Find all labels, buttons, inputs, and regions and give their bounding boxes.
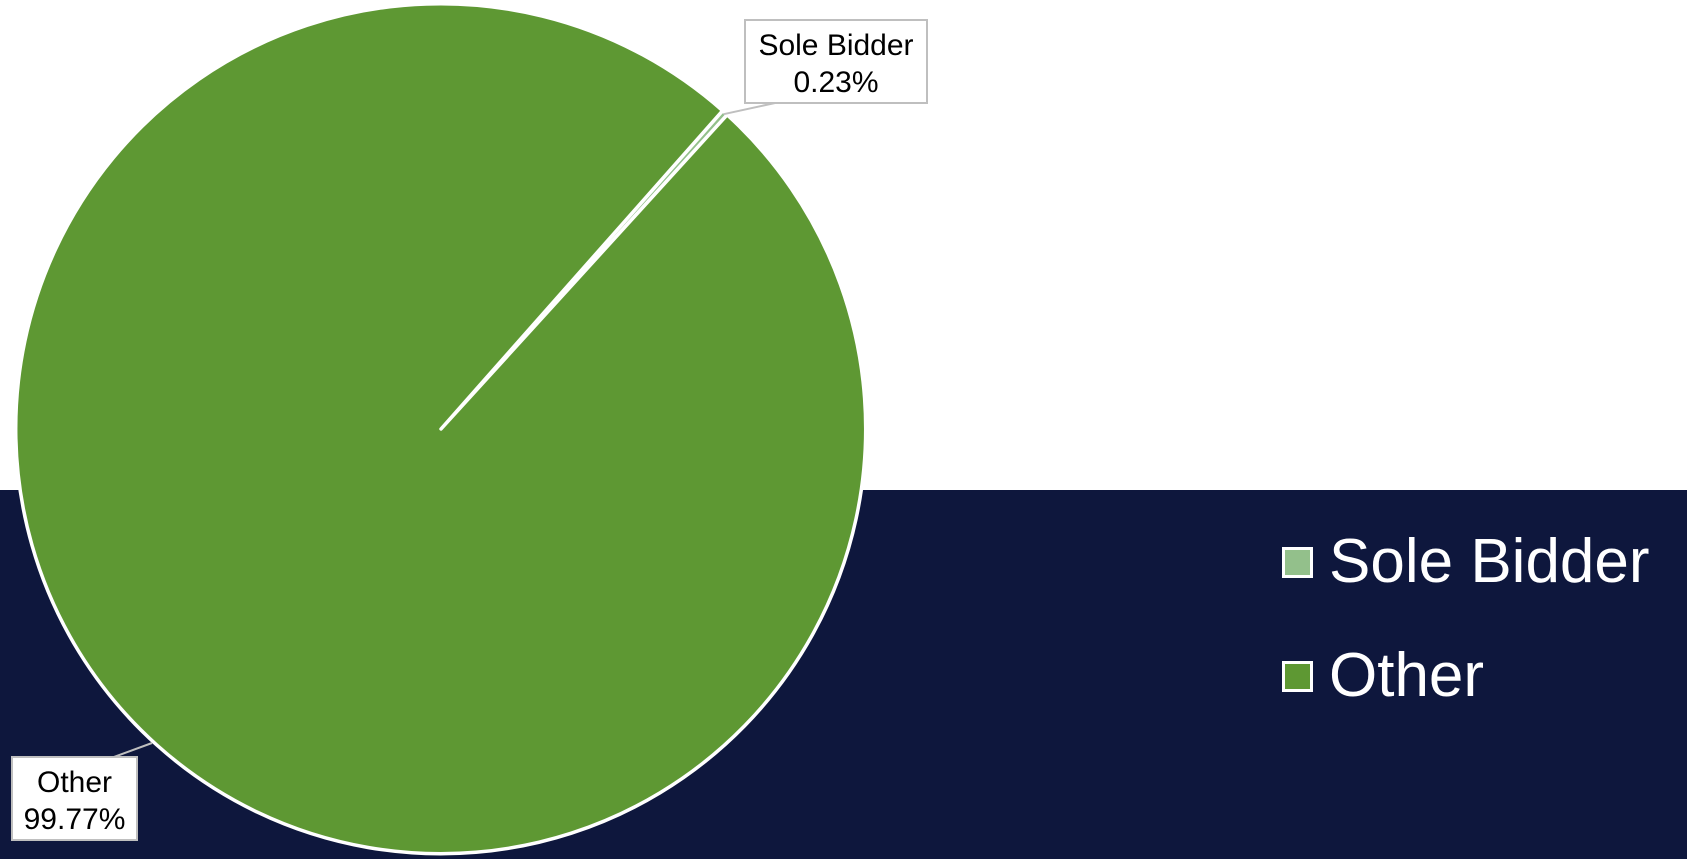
callout-leader-other (84, 742, 153, 758)
legend-label-other: Other (1329, 641, 1485, 710)
pie-slice-other (13, 1, 868, 856)
callout-box-other (11, 756, 138, 841)
legend-item-sole-bidder: Sole Bidder (1282, 505, 1650, 619)
data-label-name-sole-bidder: Sole Bidder (758, 29, 913, 62)
legend-swatch-sole-bidder (1282, 546, 1313, 578)
data-label-callouts: Sole Bidder 0.23% Other 99.77% (11, 19, 928, 841)
callout-box-sole-bidder (744, 19, 928, 104)
data-label-value-sole-bidder: 0.23% (793, 66, 878, 99)
legend-swatch-other (1282, 660, 1313, 692)
legend-label-sole-bidder: Sole Bidder (1329, 527, 1650, 596)
chart-legend: Sole Bidder Other (1282, 505, 1650, 733)
callout-leader-sole-bidder (723, 102, 805, 116)
data-label-name-other: Other (37, 766, 112, 799)
data-label-value-other: 99.77% (24, 803, 126, 836)
pie-slices (13, 1, 868, 856)
legend-item-other: Other (1282, 619, 1650, 733)
